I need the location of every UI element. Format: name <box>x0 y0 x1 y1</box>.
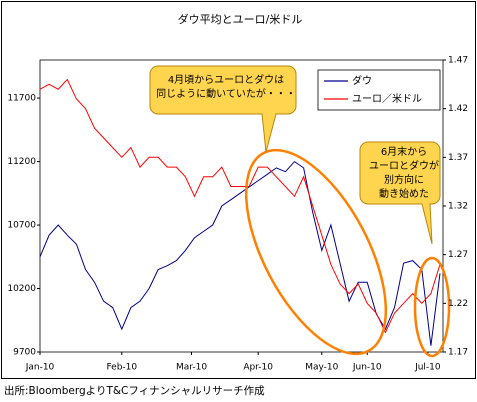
callout-box <box>359 141 441 245</box>
x-tick-label: Apr-10 <box>243 363 273 373</box>
y-tick-label: 10700 <box>7 221 36 231</box>
x-tick-label: May-10 <box>305 363 338 373</box>
y2-tick-label: 1.47 <box>448 56 468 66</box>
annotation: 動き始めた <box>379 187 429 200</box>
y-tick-label: 9700 <box>13 348 36 358</box>
annotation: 同じように動いていたが・・・ <box>156 87 296 100</box>
series-line <box>39 78 441 334</box>
y2-tick-label: 1.32 <box>448 202 468 212</box>
x-tick-label: Jan-10 <box>25 363 55 373</box>
chart-title: ダウ平均とユーロ/米ドル <box>178 12 303 26</box>
legend-label: ユーロ／米ドル <box>352 92 422 105</box>
annotation: 4月頃からユーロとダウは <box>168 73 284 86</box>
y2-tick-label: 1.17 <box>448 348 468 358</box>
annotation: 6月末から <box>381 145 427 158</box>
annotation: ユーロとダウが <box>369 159 439 172</box>
y2-tick-label: 1.27 <box>448 250 468 260</box>
x-tick-label: Jul-10 <box>414 363 441 373</box>
y-tick-label: 10200 <box>7 284 36 294</box>
plot <box>37 59 446 355</box>
y-tick-label: 11700 <box>7 94 36 104</box>
legend <box>317 69 441 111</box>
y-tick-label: 11200 <box>7 157 36 167</box>
highlight-ellipse <box>244 148 388 356</box>
legend-label: ダウ <box>352 74 372 87</box>
chart-frame <box>1 1 476 379</box>
highlight-ellipse <box>413 256 451 358</box>
x-tick-label: Feb-10 <box>106 363 137 373</box>
annotation: 別方向に <box>384 173 424 186</box>
callout-box <box>149 65 297 153</box>
y2-tick-label: 1.37 <box>448 153 468 163</box>
series-line <box>39 160 441 346</box>
y2-tick-label: 1.22 <box>448 299 468 309</box>
x-tick-label: Jun-10 <box>352 363 382 373</box>
y2-tick-label: 1.42 <box>448 104 468 114</box>
x-tick-label: Mar-10 <box>176 363 207 373</box>
source-note: 出所:BloombergよりT&Cフィナンシャルリサーチ作成 <box>4 384 265 397</box>
